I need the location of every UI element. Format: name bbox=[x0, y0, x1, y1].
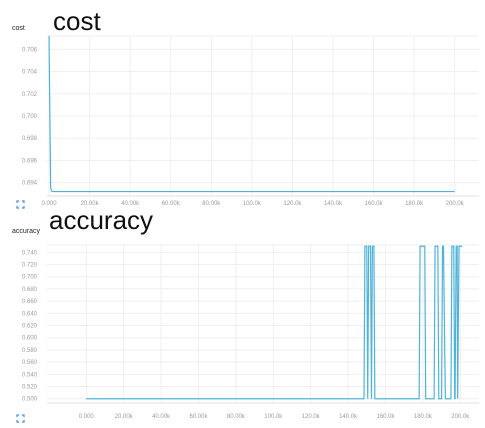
x-tick-label: 40.00k bbox=[152, 414, 171, 420]
y-tick-label: 0.620 bbox=[22, 324, 38, 330]
cost-series-line bbox=[48, 35, 455, 193]
x-tick-label: 0.000 bbox=[79, 414, 95, 420]
x-tick-label: 120.0k bbox=[302, 414, 321, 420]
x-tick-label: 80.00k bbox=[227, 414, 246, 420]
y-tick-label: 0.700 bbox=[22, 114, 38, 120]
x-tick-label: 200.0k bbox=[446, 201, 465, 207]
accuracy-series-line bbox=[86, 245, 463, 400]
y-tick-label: 0.694 bbox=[22, 181, 38, 187]
cost-chart-title: cost bbox=[53, 6, 101, 36]
y-tick-label: 0.560 bbox=[22, 360, 38, 366]
x-tick-label: 120.0k bbox=[283, 201, 302, 207]
x-tick-label: 100.0k bbox=[264, 414, 283, 420]
y-tick-label: 0.600 bbox=[22, 336, 38, 342]
x-tick-label: 140.0k bbox=[339, 414, 358, 420]
accuracy-chart-name: accuracy bbox=[12, 228, 41, 235]
y-tick-label: 0.500 bbox=[22, 397, 38, 403]
x-tick-label: 60.00k bbox=[162, 201, 181, 207]
y-tick-label: 0.660 bbox=[22, 299, 38, 305]
expand-icon[interactable] bbox=[16, 410, 25, 423]
x-tick-label: 180.0k bbox=[405, 201, 424, 207]
cost-chart: 0.000 20.00k 40.00k 60.00k 80.00k 100.0k 120.0… bbox=[22, 35, 479, 207]
cost-chart-name: cost bbox=[12, 25, 25, 32]
x-tick-label: 140.0k bbox=[324, 201, 343, 207]
y-tick-label: 0.680 bbox=[22, 287, 38, 293]
accuracy-chart-title: accuracy bbox=[49, 205, 154, 235]
y-tick-label: 0.704 bbox=[22, 70, 38, 76]
y-tick-label: 0.706 bbox=[22, 47, 38, 53]
x-tick-label: 40.00k bbox=[121, 201, 140, 207]
x-tick-label: 20.00k bbox=[115, 414, 134, 420]
y-tick-label: 0.640 bbox=[22, 311, 38, 317]
y-tick-label: 0.540 bbox=[22, 372, 38, 378]
y-tick-label: 0.720 bbox=[22, 263, 38, 269]
x-tick-label: 80.00k bbox=[202, 201, 221, 207]
y-tick-label: 0.702 bbox=[22, 92, 38, 98]
y-tick-label: 0.700 bbox=[22, 275, 38, 281]
y-tick-label: 0.580 bbox=[22, 348, 38, 354]
y-tick-label: 0.698 bbox=[22, 136, 38, 142]
x-tick-label: 180.0k bbox=[414, 414, 433, 420]
y-tick-label: 0.520 bbox=[22, 385, 38, 391]
y-tick-label: 0.696 bbox=[22, 158, 38, 164]
accuracy-chart: 0.000 20.00k 40.00k 60.00k 80.00k 100.0k 120.0… bbox=[22, 244, 479, 420]
x-tick-label: 0.000 bbox=[42, 201, 58, 207]
y-tick-label: 0.740 bbox=[22, 250, 38, 256]
expand-icon[interactable] bbox=[16, 196, 25, 209]
x-tick-label: 200.0k bbox=[451, 414, 470, 420]
x-tick-label: 160.0k bbox=[376, 414, 395, 420]
x-tick-label: 100.0k bbox=[243, 201, 262, 207]
x-tick-label: 160.0k bbox=[365, 201, 384, 207]
x-tick-label: 20.00k bbox=[81, 201, 100, 207]
x-tick-label: 60.00k bbox=[189, 414, 208, 420]
